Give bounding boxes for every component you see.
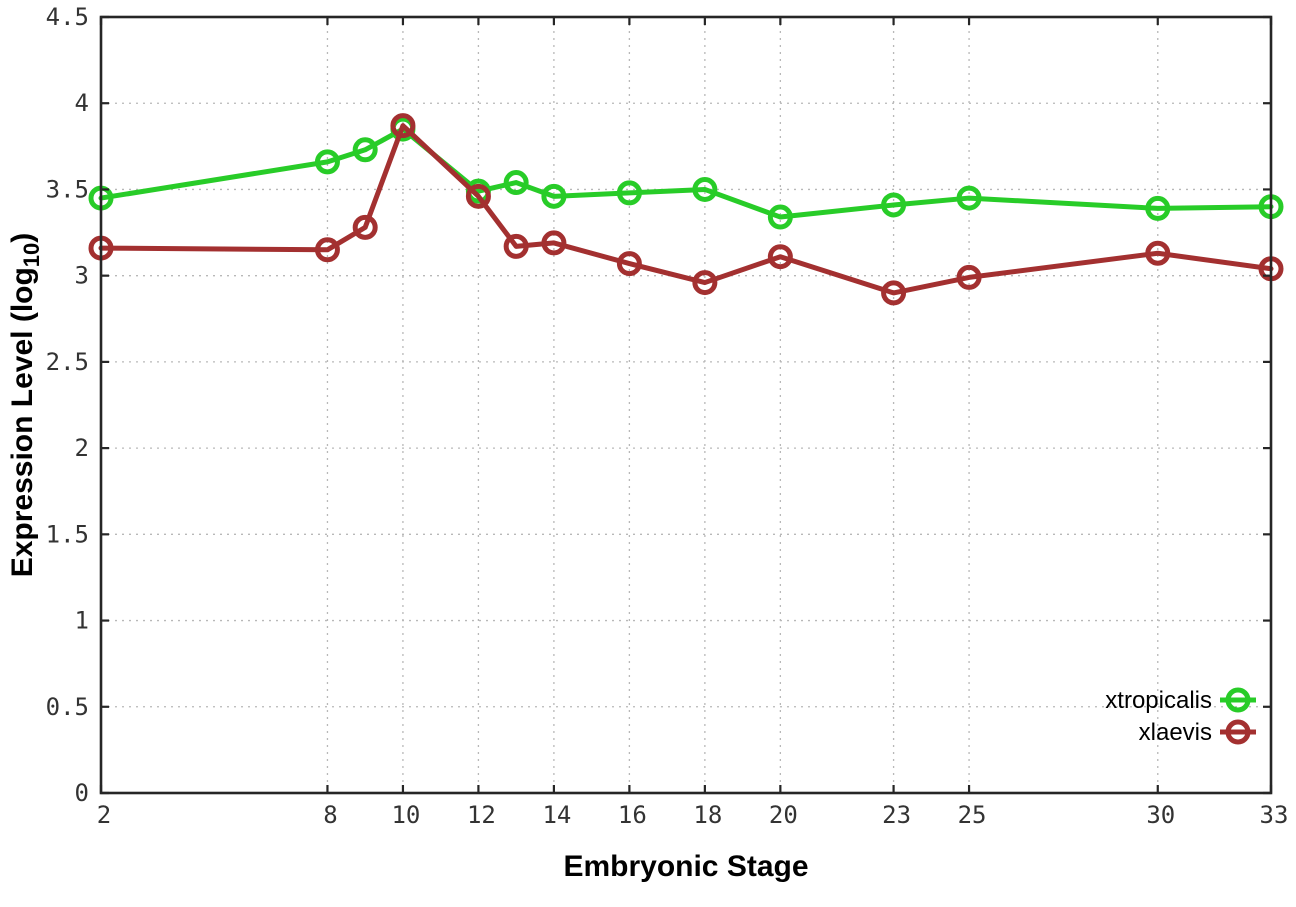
- y-tick-label: 4.5: [46, 3, 89, 31]
- marker-xlaevis: [541, 230, 567, 256]
- legend: xtropicalis xlaevis: [1105, 687, 1256, 746]
- marker-xtropicalis: [1145, 195, 1171, 221]
- marker-xtropicalis: [616, 180, 642, 206]
- x-tick-label: 2: [97, 801, 111, 829]
- marker-xtropicalis: [956, 185, 982, 211]
- axis-layer: 2 8 10 12 14 16 18 20 23 25 30 33 0 0.5 1 1.5 2 2.5 3 3.5 4 4…: [46, 3, 1289, 829]
- y-axis-title-suffix: ): [6, 233, 39, 243]
- grid-layer: [101, 17, 1271, 793]
- marker-xtropicalis: [352, 137, 378, 163]
- x-tick-label: 20: [769, 801, 798, 829]
- marker-xtropicalis: [503, 170, 529, 196]
- marker-xlaevis: [956, 264, 982, 290]
- x-tick-label: 12: [467, 801, 496, 829]
- y-tick-label: 3.5: [46, 175, 89, 203]
- plot-border: [99, 15, 1273, 795]
- x-tick-label: 30: [1146, 801, 1175, 829]
- marker-xlaevis: [503, 233, 529, 259]
- y-tick-label: 3: [75, 262, 89, 290]
- legend-item-xtropicalis: xtropicalis: [1105, 687, 1256, 714]
- marker-xtropicalis: [541, 183, 567, 209]
- marker-xlaevis: [314, 237, 340, 263]
- x-tick-label: 18: [693, 801, 722, 829]
- legend-label-xtropicalis: xtropicalis: [1105, 687, 1212, 714]
- series-line-xlaevis: [98, 123, 1274, 296]
- y-axis-title-subscript: 10: [19, 243, 44, 267]
- legend-marker-xlaevis: [1225, 719, 1251, 745]
- marker-xtropicalis: [767, 204, 793, 230]
- x-tick-label: 8: [323, 801, 337, 829]
- legend-marker-xtropicalis: [1225, 687, 1251, 713]
- legend-label-xlaevis: xlaevis: [1139, 719, 1212, 746]
- marker-xlaevis: [692, 270, 718, 296]
- x-axis-title: Embryonic Stage: [563, 850, 808, 883]
- marker-xlaevis: [390, 113, 416, 139]
- x-tick-label: 16: [618, 801, 647, 829]
- y-tick-label: 1: [75, 607, 89, 635]
- x-tick-label: 23: [882, 801, 911, 829]
- legend-item-xlaevis: xlaevis: [1139, 719, 1256, 746]
- marker-xtropicalis: [314, 149, 340, 175]
- marker-xtropicalis: [881, 192, 907, 218]
- marker-xlaevis: [465, 183, 491, 209]
- y-axis-title: Expression Level (log10): [6, 233, 44, 578]
- y-tick-label: 4: [75, 89, 89, 117]
- marker-xlaevis: [616, 251, 642, 277]
- x-tick-label: 33: [1260, 801, 1289, 829]
- marker-xlaevis: [767, 244, 793, 270]
- marker-xlaevis: [1145, 240, 1171, 266]
- x-tick-label: 14: [542, 801, 571, 829]
- y-tick-label: 0.5: [46, 693, 89, 721]
- marker-xtropicalis: [692, 176, 718, 202]
- y-tick-label: 2: [75, 434, 89, 462]
- x-tick-label: 25: [958, 801, 987, 829]
- y-axis-title-prefix: Expression Level (log: [6, 267, 39, 577]
- y-tick-label: 1.5: [46, 520, 89, 548]
- marker-xlaevis: [352, 214, 378, 240]
- y-tick-label: 2.5: [46, 348, 89, 376]
- series-line-xtropicalis: [98, 126, 1274, 220]
- x-tick-label: 10: [391, 801, 420, 829]
- marker-xlaevis: [881, 280, 907, 306]
- y-tick-label: 0: [75, 779, 89, 807]
- series-layer: [88, 113, 1284, 306]
